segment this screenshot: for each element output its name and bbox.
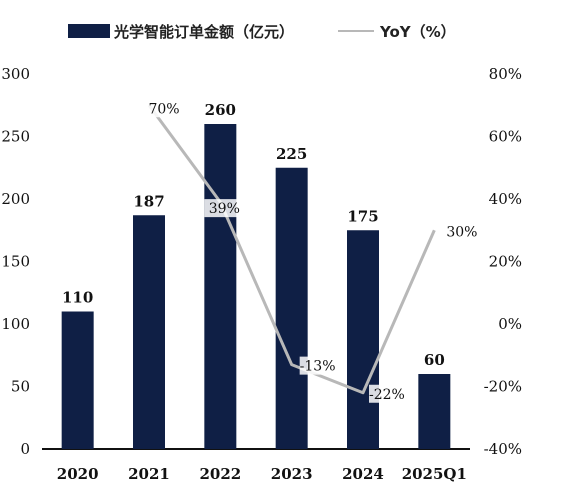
right-tick-label: 80% — [489, 65, 522, 83]
category-label: 2021 — [128, 465, 170, 483]
bar — [418, 374, 451, 449]
yoy-value-label: 39% — [209, 201, 240, 217]
yoy-value-label: -22% — [369, 387, 405, 403]
yoy-label-bg — [204, 199, 247, 218]
yoy-data-labels: 70% 39% -13% -22% 30% — [144, 99, 489, 403]
yoy-label-bg — [299, 356, 342, 375]
yoy-value-label: 70% — [148, 101, 179, 117]
bar — [133, 215, 165, 449]
yoy-value-label: -13% — [300, 359, 336, 375]
legend-bar-swatch — [68, 24, 110, 38]
bar-value-label: 260 — [205, 101, 236, 119]
legend-bar-label: 光学智能订单金额（亿元） — [113, 23, 294, 41]
yoy-value-label: 30% — [446, 224, 477, 240]
right-tick-label: 20% — [489, 253, 522, 271]
bar-value-label: 110 — [62, 289, 93, 307]
bar — [347, 230, 379, 449]
category-label: 2022 — [199, 465, 241, 483]
yoy-label-bg — [144, 99, 186, 118]
bar-data-labels: 110 187 260 225 175 60 — [62, 101, 445, 369]
category-label: 2025Q1 — [402, 465, 467, 483]
bar — [204, 124, 237, 449]
category-label: 2023 — [271, 465, 313, 483]
right-tick-label: -40% — [484, 440, 522, 458]
category-label: 2020 — [57, 465, 99, 483]
right-axis: -40% -20% 0% 20% 40% 60% 80% — [484, 65, 522, 458]
bar — [61, 311, 94, 449]
bar-series — [61, 124, 451, 449]
bar-value-label: 225 — [276, 145, 307, 163]
left-tick-label: 150 — [1, 253, 30, 271]
yoy-line — [147, 104, 436, 395]
left-tick-label: 50 — [11, 378, 30, 396]
legend-line-label: YoY（%） — [379, 23, 456, 41]
left-tick-label: 250 — [1, 128, 30, 146]
x-axis-labels: 2020 2021 2022 2023 2024 2025Q1 — [57, 465, 467, 483]
category-label: 2024 — [342, 465, 384, 483]
bar-value-label: 60 — [424, 351, 445, 369]
left-tick-label: 200 — [1, 190, 30, 208]
right-tick-label: 60% — [489, 128, 522, 146]
legend: 光学智能订单金额（亿元） YoY（%） — [68, 23, 456, 41]
bar — [275, 167, 308, 449]
left-tick-label: 0 — [20, 440, 30, 458]
bar-value-label: 187 — [133, 192, 164, 210]
left-tick-label: 300 — [1, 65, 30, 83]
yoy-label-bg — [446, 222, 489, 241]
left-tick-label: 100 — [1, 315, 30, 333]
right-tick-label: -20% — [484, 378, 522, 396]
left-axis: 0 50 100 150 200 250 300 — [1, 65, 30, 458]
yoy-label-bg — [369, 384, 411, 403]
bar-value-label: 175 — [347, 207, 378, 225]
right-tick-label: 40% — [489, 190, 522, 208]
yoy-series — [147, 104, 436, 395]
right-tick-label: 0% — [498, 315, 522, 333]
